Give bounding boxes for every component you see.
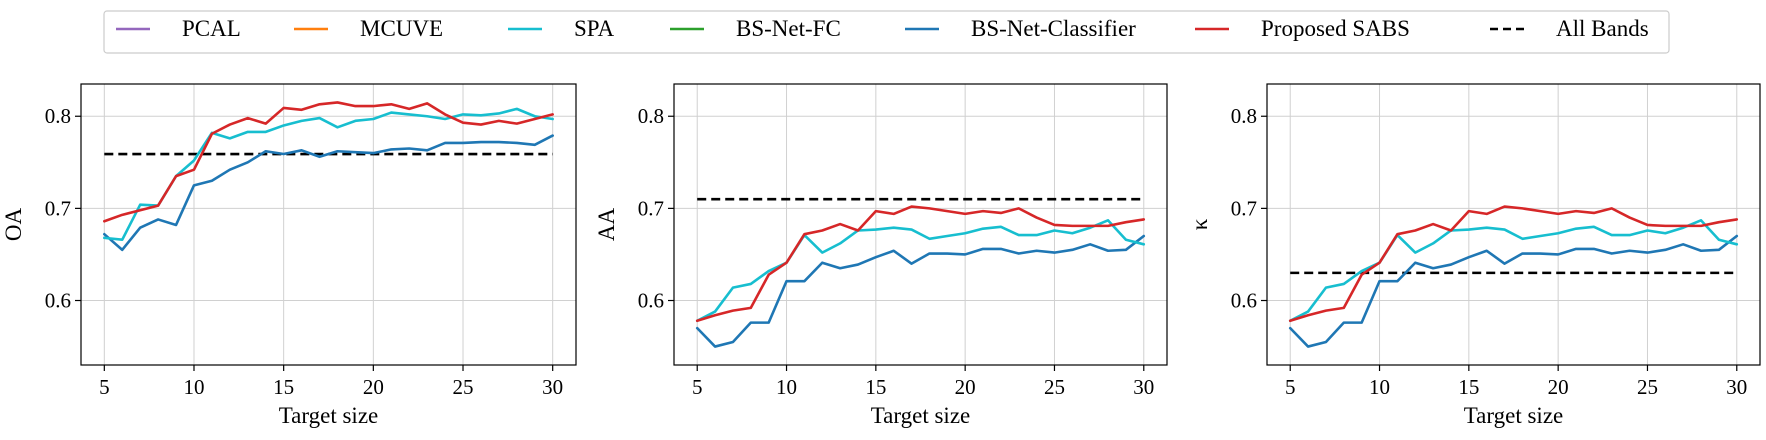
x-tick-label: 20 xyxy=(1548,375,1569,399)
x-tick-label: 20 xyxy=(363,375,384,399)
x-tick-label: 25 xyxy=(1637,375,1658,399)
y-tick-label: 0.7 xyxy=(45,196,71,220)
x-axis-label: Target size xyxy=(1464,403,1564,428)
x-tick-label: 30 xyxy=(1726,375,1747,399)
legend-item: Proposed SABS xyxy=(1195,16,1410,41)
x-tick-label: 25 xyxy=(1044,375,1065,399)
series-line-spa xyxy=(103,107,554,241)
x-axis-label: Target size xyxy=(279,403,379,428)
axes-frame xyxy=(1266,83,1761,366)
x-tick-label: 25 xyxy=(453,375,474,399)
y-tick-label: 0.6 xyxy=(638,289,664,313)
legend: PCAL MCUVE SPA BS-Net-FC BS-Net-Classifier Pr… xyxy=(103,10,1670,54)
series-line-proposed-sabs xyxy=(695,205,1146,323)
legend-label: SPA xyxy=(574,16,614,41)
series-line-proposed-sabs xyxy=(103,101,554,223)
y-tick-label: 0.8 xyxy=(638,104,664,128)
legend-frame xyxy=(103,10,1670,54)
y-axis-label: OA xyxy=(1,208,26,242)
axes-frame xyxy=(80,83,577,366)
legend-item: SPA xyxy=(508,16,614,41)
x-tick-label: 10 xyxy=(776,375,797,399)
x-tick-label: 15 xyxy=(1458,375,1479,399)
series-line-proposed-sabs xyxy=(1288,205,1739,323)
legend-label: All Bands xyxy=(1556,16,1649,41)
series-line-bs-net-classifier xyxy=(1288,234,1739,348)
chart-panel-1: 5 10 15 20 25 30 0.6 0.7 0.8 Target size OA xyxy=(1,83,577,428)
x-axis-label: Target size xyxy=(871,403,971,428)
legend-label: MCUVE xyxy=(360,16,443,41)
legend-item: PCAL xyxy=(116,16,241,41)
series-line-spa xyxy=(695,219,1146,323)
y-tick-label: 0.6 xyxy=(45,289,71,313)
y-tick-label: 0.8 xyxy=(1231,104,1257,128)
x-tick-label: 15 xyxy=(273,375,294,399)
x-tick-label: 5 xyxy=(692,375,703,399)
x-tick-label: 5 xyxy=(1285,375,1296,399)
x-tick-label: 30 xyxy=(542,375,563,399)
x-tick-label: 15 xyxy=(865,375,886,399)
legend-label: BS-Net-FC xyxy=(736,16,841,41)
x-tick-label: 20 xyxy=(955,375,976,399)
legend-label: Proposed SABS xyxy=(1261,16,1410,41)
axes-frame xyxy=(673,83,1168,366)
y-axis-label: κ xyxy=(1187,218,1212,230)
x-tick-label: 10 xyxy=(183,375,204,399)
y-tick-label: 0.7 xyxy=(1231,196,1257,220)
y-tick-label: 0.6 xyxy=(1231,289,1257,313)
legend-item: All Bands xyxy=(1490,16,1649,41)
legend-item: MCUVE xyxy=(294,16,443,41)
series-line-bs-net-classifier xyxy=(103,134,554,252)
legend-item: BS-Net-Classifier xyxy=(905,16,1136,41)
x-tick-label: 10 xyxy=(1369,375,1390,399)
chart-panel-3: 5 10 15 20 25 30 0.6 0.7 0.8 Target size κ xyxy=(1187,83,1761,428)
y-axis-label: AA xyxy=(594,208,619,242)
series-line-spa xyxy=(1288,219,1739,323)
y-tick-label: 0.8 xyxy=(45,104,71,128)
series-line-bs-net-classifier xyxy=(695,234,1146,348)
x-tick-label: 30 xyxy=(1133,375,1154,399)
legend-item: BS-Net-FC xyxy=(670,16,841,41)
legend-label: PCAL xyxy=(182,16,241,41)
y-tick-label: 0.7 xyxy=(638,196,664,220)
legend-label: BS-Net-Classifier xyxy=(971,16,1136,41)
chart-panel-2: 5 10 15 20 25 30 0.6 0.7 0.8 Target size AA xyxy=(594,83,1168,428)
x-tick-label: 5 xyxy=(99,375,110,399)
